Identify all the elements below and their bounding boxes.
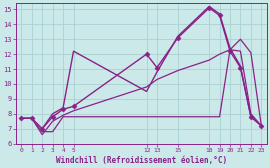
X-axis label: Windchill (Refroidissement éolien,°C): Windchill (Refroidissement éolien,°C) xyxy=(56,156,227,164)
